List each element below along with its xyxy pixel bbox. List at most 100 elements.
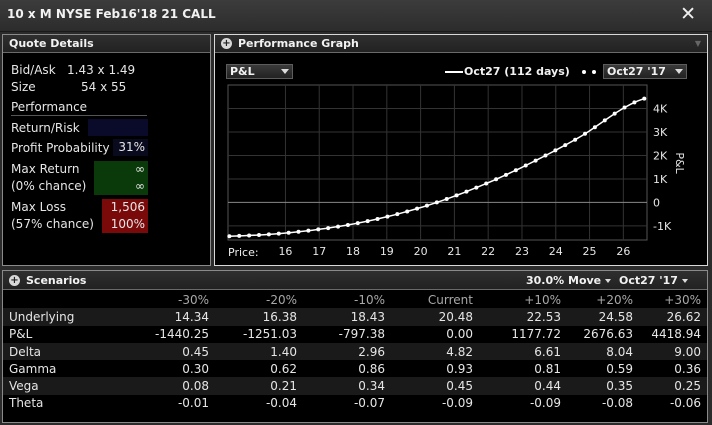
pnl-series-point bbox=[503, 172, 508, 177]
scenarios-panel: + Scenarios 30.0% Move Oct27 '17 -30% -20… bbox=[2, 270, 708, 423]
table-row: Gamma 0.30 0.62 0.86 0.93 0.81 0.59 0.36 bbox=[3, 360, 707, 378]
table-cell: 0.86 bbox=[303, 360, 391, 378]
table-cell: 16.38 bbox=[215, 308, 303, 326]
bid-ask-label: Bid/Ask bbox=[11, 63, 56, 77]
column-header: -10% bbox=[303, 291, 391, 309]
pnl-series-point bbox=[345, 222, 350, 227]
table-row: Delta 0.45 1.40 2.96 4.82 6.61 8.04 9.00 bbox=[3, 342, 707, 361]
x-axis-label: Price: bbox=[228, 246, 259, 259]
legend-line-label: Oct27 (112 days) bbox=[464, 65, 570, 78]
pnl-series-point bbox=[227, 234, 232, 239]
divider bbox=[11, 115, 147, 116]
date-select-value: Oct27 '17 bbox=[607, 65, 666, 78]
date-select[interactable]: Oct27 '17 bbox=[603, 64, 687, 79]
table-row: Theta -0.01 -0.04 -0.07 -0.09 -0.09 -0.08 -0.06 bbox=[3, 394, 707, 413]
pnl-series-point bbox=[296, 229, 301, 234]
y-tick-label: 4K bbox=[653, 102, 668, 115]
table-cell: 20.48 bbox=[391, 308, 479, 326]
pnl-series-point bbox=[454, 193, 459, 198]
plot-area bbox=[227, 84, 648, 241]
pnl-series-point bbox=[405, 209, 410, 214]
profit-probability-label: Profit Probability bbox=[11, 141, 110, 155]
table-cell: -797.38 bbox=[303, 325, 391, 343]
table-cell: -1251.03 bbox=[215, 325, 303, 343]
y-tick-label: 3K bbox=[653, 126, 668, 139]
max-loss-box: 1,506 100% bbox=[102, 199, 148, 233]
panel-menu-icon[interactable]: ▼ bbox=[694, 39, 701, 48]
expand-plus-icon[interactable]: + bbox=[9, 274, 20, 286]
table-cell: 0.59 bbox=[567, 360, 639, 378]
table-cell: 4418.94 bbox=[639, 325, 707, 343]
profit-probability-value: 31% bbox=[118, 140, 145, 154]
performance-graph-title: Performance Graph bbox=[238, 37, 359, 50]
x-tick-label: 24 bbox=[549, 245, 563, 258]
table-cell: 4.82 bbox=[391, 342, 479, 361]
table-cell: 0.34 bbox=[303, 377, 391, 395]
profit-probability-box: 31% bbox=[113, 139, 148, 156]
x-tick-label: 16 bbox=[278, 245, 292, 258]
close-icon[interactable]: ✕ bbox=[680, 3, 696, 25]
pnl-series-point bbox=[375, 216, 380, 221]
return-risk-label: Return/Risk bbox=[11, 121, 80, 135]
metric-select-value: P&L bbox=[230, 65, 255, 78]
pnl-series-point bbox=[395, 212, 400, 217]
table-cell: 0.36 bbox=[639, 360, 707, 378]
pnl-series-point bbox=[543, 153, 548, 158]
y-tick-label: -1K bbox=[653, 220, 672, 233]
pnl-series-point bbox=[632, 100, 637, 105]
table-cell: 0.21 bbox=[215, 377, 303, 395]
window-titlebar: 10 x M NYSE Feb16'18 21 CALL ✕ bbox=[0, 0, 712, 32]
pnl-series-point bbox=[553, 148, 558, 153]
expand-plus-icon[interactable]: + bbox=[221, 37, 232, 49]
scenarios-table: -30% -20% -10% Current +10% +20% +30% Un… bbox=[3, 291, 707, 413]
table-cell: 26.62 bbox=[639, 308, 707, 326]
legend-line-icon bbox=[445, 71, 463, 73]
metric-select[interactable]: P&L bbox=[226, 64, 293, 79]
table-row: Vega 0.08 0.21 0.34 0.45 0.44 0.35 0.25 bbox=[3, 377, 707, 395]
pnl-series-point bbox=[484, 181, 489, 186]
table-cell: 1.40 bbox=[215, 342, 303, 361]
table-cell: 0.44 bbox=[479, 377, 567, 395]
table-cell: 0.93 bbox=[391, 360, 479, 378]
table-cell: -0.01 bbox=[125, 394, 215, 413]
table-cell: 0.08 bbox=[125, 377, 215, 395]
pnl-series-point bbox=[286, 230, 291, 235]
table-cell: 0.45 bbox=[391, 377, 479, 395]
column-header: +30% bbox=[639, 291, 707, 309]
pnl-series-point bbox=[434, 200, 439, 205]
table-row: Underlying 14.34 16.38 18.43 20.48 22.53 24.58… bbox=[3, 308, 707, 326]
pnl-series-point bbox=[415, 206, 420, 211]
row-label: Delta bbox=[3, 342, 125, 361]
pnl-series-point bbox=[424, 203, 429, 208]
row-label: P&L bbox=[3, 325, 125, 343]
column-header: +10% bbox=[479, 291, 567, 309]
pnl-series-point bbox=[464, 189, 469, 194]
x-tick-label: 26 bbox=[616, 245, 630, 258]
x-tick-label: 17 bbox=[312, 245, 326, 258]
pnl-series-point bbox=[602, 118, 607, 123]
table-cell: 18.43 bbox=[303, 308, 391, 326]
performance-label: Performance bbox=[11, 100, 88, 114]
pnl-series-point bbox=[266, 232, 271, 237]
row-label: Theta bbox=[3, 394, 125, 413]
y-axis-label: P&L bbox=[673, 152, 686, 174]
pnl-series-point bbox=[237, 233, 242, 238]
table-cell: 0.62 bbox=[215, 360, 303, 378]
pnl-series-point bbox=[573, 137, 578, 142]
pnl-series-point bbox=[276, 231, 281, 236]
column-header: +20% bbox=[567, 291, 639, 309]
move-select[interactable]: 30.0% Move bbox=[526, 271, 612, 290]
pnl-series-point bbox=[256, 232, 261, 237]
pnl-series-point bbox=[563, 143, 568, 148]
table-cell: 9.00 bbox=[639, 342, 707, 361]
pnl-series-point bbox=[612, 111, 617, 116]
pnl-series-point bbox=[355, 221, 360, 226]
scenario-date-select[interactable]: Oct27 '17 bbox=[619, 271, 688, 290]
table-cell: -0.09 bbox=[391, 394, 479, 413]
y-tick-label: 0 bbox=[653, 196, 660, 209]
pnl-series-point bbox=[444, 197, 449, 202]
pnl-series-point bbox=[306, 228, 311, 233]
table-cell: 0.35 bbox=[567, 377, 639, 395]
table-row: P&L -1440.25 -1251.03 -797.38 0.00 1177.72 267… bbox=[3, 325, 707, 343]
pnl-series-point bbox=[385, 214, 390, 219]
